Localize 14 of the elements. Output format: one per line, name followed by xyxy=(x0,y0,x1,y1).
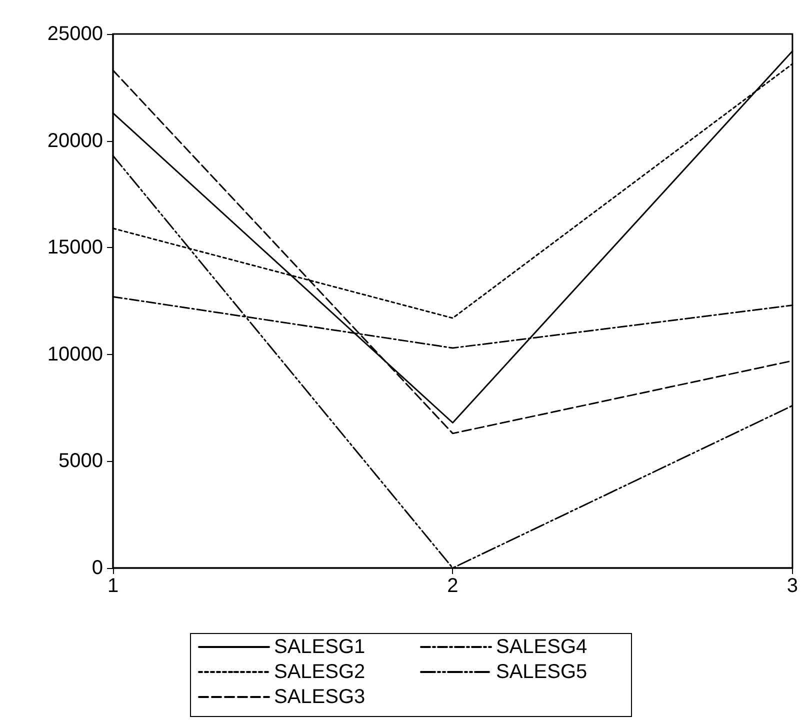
y-tick-label: 0 xyxy=(92,557,103,579)
x-tick-label: 1 xyxy=(107,575,119,597)
legend-label: SALESG5 xyxy=(496,661,588,683)
x-tick-label: 2 xyxy=(447,575,458,597)
y-tick-label: 15000 xyxy=(47,236,103,259)
legend-label: SALESG2 xyxy=(274,661,366,683)
legend-label: SALESG3 xyxy=(274,686,366,708)
y-tick-label: 10000 xyxy=(47,343,103,366)
legend-label: SALESG1 xyxy=(274,636,366,658)
legend-label: SALESG4 xyxy=(496,636,588,658)
x-tick-label: 3 xyxy=(786,575,798,597)
y-tick-label: 20000 xyxy=(47,130,103,152)
y-tick-label: 25000 xyxy=(47,23,103,45)
y-tick-label: 5000 xyxy=(58,450,103,472)
